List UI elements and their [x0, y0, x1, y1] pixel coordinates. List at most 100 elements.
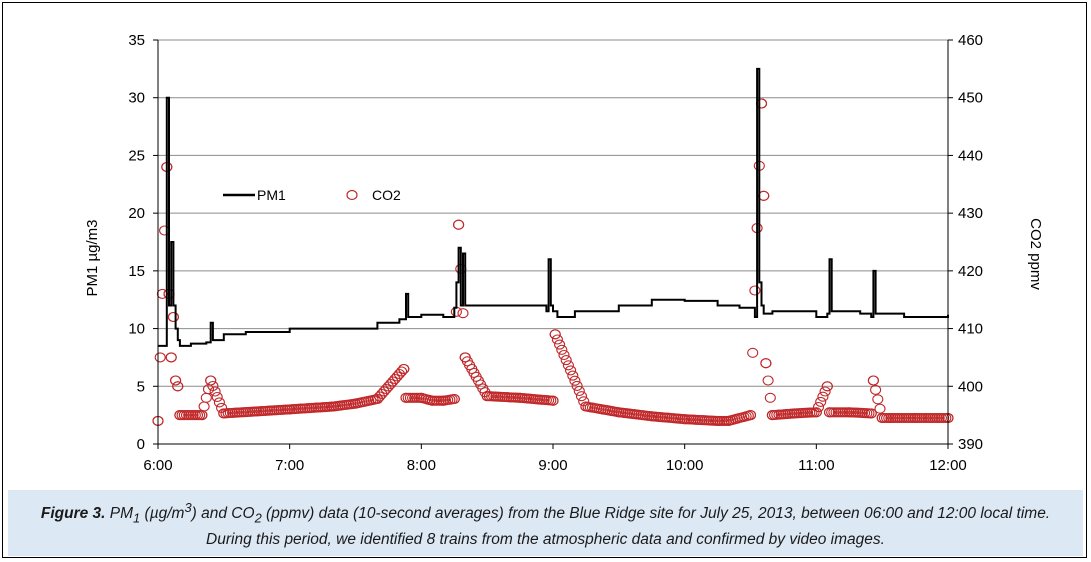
x-tick-label: 11:00: [798, 457, 834, 474]
co2-point: [646, 411, 658, 422]
axes: 0 5 10 15 20 25 30 35 390 400 410 420 430 440 450 460 6:…: [128, 32, 983, 474]
co2-point: [400, 392, 412, 403]
co2-point: [200, 392, 212, 403]
legend-co2-label: CO2: [372, 187, 401, 203]
co2-point: [865, 408, 877, 419]
caption-text-b: (µg/m: [140, 505, 185, 523]
x-tick-label: 10:00: [666, 457, 704, 474]
co2-point: [749, 285, 761, 296]
co2-point: [415, 392, 427, 403]
co2-point: [165, 352, 177, 363]
co2-point: [481, 391, 493, 402]
y-tick-label-right: 390: [958, 436, 983, 453]
co2-point: [558, 349, 570, 361]
co2-point: [562, 360, 574, 371]
x-tick-label: 12:00: [929, 457, 967, 474]
co2-point: [764, 392, 776, 403]
co2-point: [396, 366, 408, 377]
co2-point: [514, 392, 526, 403]
y-tick-label-right: 450: [958, 90, 983, 107]
co2-point: [172, 381, 184, 392]
y-tick-label-left: 10: [128, 321, 145, 338]
caption-text-d: (ppmv) data (10-second averages) from th…: [206, 505, 1051, 549]
y-tick-label-right: 410: [958, 321, 983, 338]
y-tick-label-right: 460: [958, 32, 983, 49]
co2-point: [821, 381, 833, 392]
co2-point: [209, 386, 221, 397]
co2-point: [876, 412, 888, 424]
co2-point: [613, 407, 625, 418]
y-tick-label-left: 25: [128, 147, 145, 164]
co2-point: [870, 384, 882, 395]
co2-point: [549, 329, 561, 340]
caption-label: Figure 3.: [40, 505, 106, 523]
co2-point: [867, 375, 879, 386]
co2-point: [154, 352, 166, 363]
co2-point: [167, 311, 179, 323]
co2-point: [679, 414, 691, 425]
co2-point: [170, 375, 182, 386]
co2-point: [712, 415, 724, 426]
co2-point: [174, 410, 186, 421]
co2-point: [819, 386, 831, 397]
y-tick-label-left: 20: [128, 205, 145, 222]
y-tick-label-right: 420: [958, 263, 983, 280]
legend: PM1 CO2: [223, 187, 401, 203]
co2-point: [747, 347, 759, 358]
co2-point: [843, 407, 855, 418]
y-axis-left-title: PM1 µg/m3: [84, 220, 101, 297]
co2-point: [328, 401, 340, 412]
y-tick-label-right: 440: [958, 147, 983, 164]
plot-area: [152, 67, 954, 426]
co2-point: [571, 380, 583, 391]
co2-point: [569, 375, 581, 386]
co2-point: [448, 393, 460, 405]
figure-caption: Figure 3. PM1 (µg/m3) and CO2 (ppmv) dat…: [8, 490, 1083, 556]
co2-point: [872, 394, 884, 405]
co2-point: [788, 408, 800, 419]
co2-point: [284, 404, 296, 415]
co2-point: [398, 363, 410, 375]
x-tick-label: 8:00: [407, 457, 436, 474]
x-tick-label: 7:00: [275, 457, 304, 474]
caption-sup-3: 3: [184, 500, 192, 515]
co2-point: [567, 370, 579, 381]
co2-point: [823, 407, 836, 418]
co2-point: [547, 395, 559, 406]
co2-point: [198, 401, 210, 412]
co2-point: [766, 410, 778, 421]
co2-point: [426, 395, 438, 406]
caption-text-c: ) and CO: [191, 505, 255, 523]
y-tick-label-right: 400: [958, 378, 983, 395]
co2-point: [760, 358, 772, 369]
y-tick-label-left: 30: [128, 90, 145, 107]
chart: 0 5 10 15 20 25 30 35 390 400 410 420 430 440 450 460 6:…: [84, 32, 1044, 474]
co2-point: [744, 410, 757, 421]
co2-series: [152, 98, 954, 426]
co2-point: [551, 334, 563, 345]
co2-point: [812, 402, 825, 413]
co2-point: [815, 396, 827, 407]
co2-point: [580, 401, 592, 412]
caption-text-a: PM: [105, 505, 134, 523]
co2-point: [211, 391, 223, 403]
co2-point: [205, 375, 217, 386]
y-tick-label-right: 430: [958, 205, 983, 222]
co2-point: [207, 380, 219, 392]
co2-point: [762, 375, 774, 386]
co2-point: [453, 219, 465, 230]
caption-sub-2: 2: [254, 510, 262, 526]
co2-point: [349, 398, 362, 409]
co2-point: [565, 365, 577, 376]
y-tick-label-left: 35: [128, 32, 145, 49]
co2-point: [573, 385, 585, 397]
x-tick-label: 6:00: [143, 457, 172, 474]
co2-point: [556, 344, 568, 355]
co2-point: [371, 393, 383, 405]
co2-point: [459, 352, 471, 363]
grid-lines: [158, 39, 948, 387]
co2-point: [909, 412, 921, 424]
co2-point: [817, 391, 829, 402]
x-tick-label: 9:00: [538, 457, 567, 474]
